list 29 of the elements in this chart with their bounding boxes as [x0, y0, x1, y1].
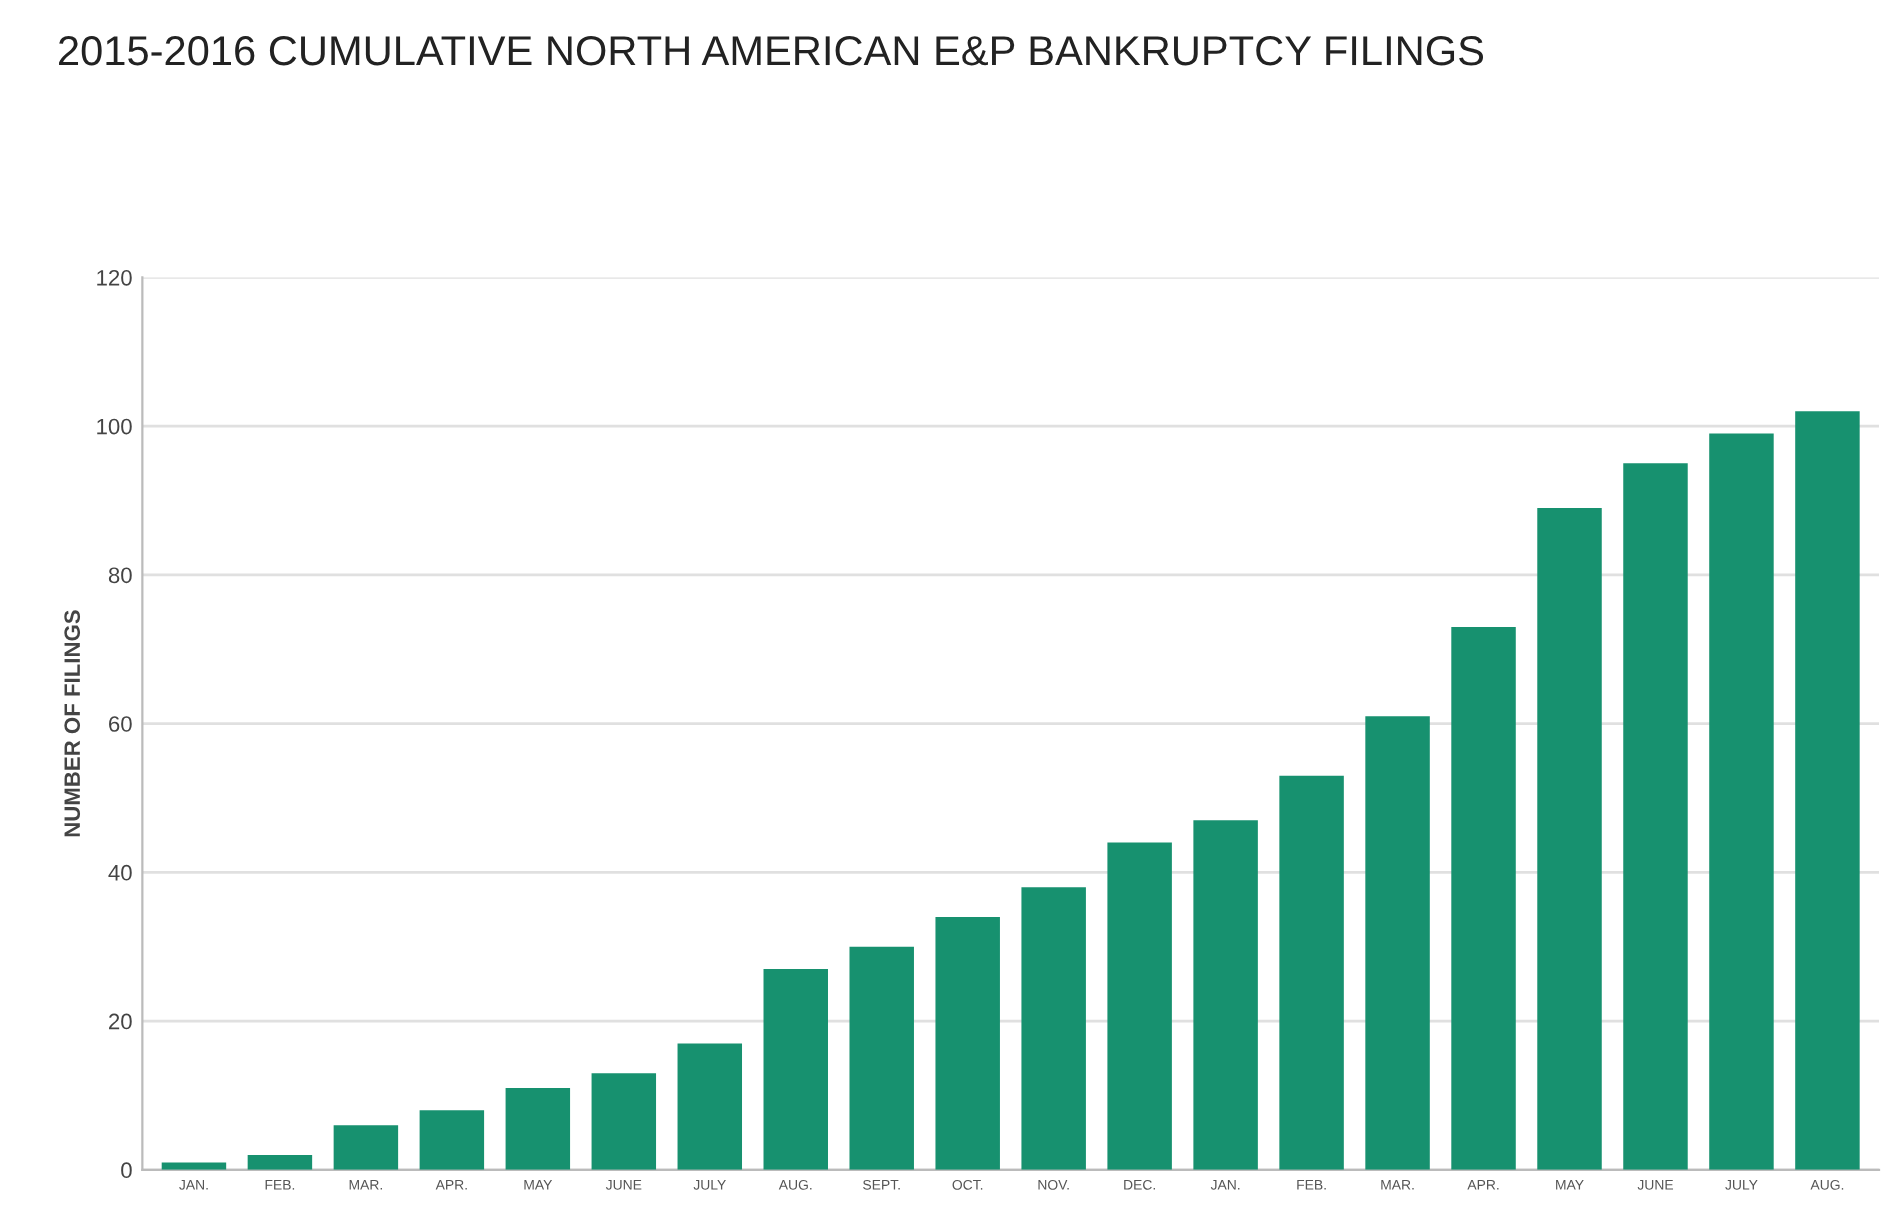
y-tick-label: 80	[108, 567, 132, 584]
bar	[505, 1088, 571, 1170]
y-tick-label: 40	[108, 864, 132, 881]
bar	[1107, 842, 1172, 1170]
y-tick-label: 20	[109, 1013, 132, 1030]
bar	[1623, 463, 1688, 1170]
bar	[1795, 411, 1860, 1170]
bar	[1365, 716, 1430, 1170]
bar	[935, 916, 1000, 1170]
bar	[591, 1073, 657, 1170]
bar	[763, 969, 828, 1170]
bar	[1451, 626, 1516, 1170]
y-tick-label: 0	[121, 1162, 132, 1179]
bar	[333, 1125, 399, 1170]
bar	[849, 946, 914, 1170]
y-tick-label: 60	[109, 716, 132, 732]
bar	[1279, 775, 1344, 1170]
bar	[1193, 820, 1258, 1170]
y-axis-title: NUMBER OF FILINGS	[64, 610, 81, 837]
bar	[1021, 887, 1086, 1170]
bar	[419, 1110, 485, 1170]
bar	[677, 1043, 743, 1170]
y-tick-label: 100	[97, 418, 132, 435]
bar	[161, 1162, 227, 1170]
bar	[1537, 507, 1602, 1170]
bar	[1709, 433, 1774, 1170]
y-tick-label: 120	[97, 269, 132, 286]
chart-title: 2015-2016 CUMULATIVE NORTH AMERICAN E&P BANKRUPTCY FILINGS	[59, 35, 1484, 66]
bar	[247, 1154, 313, 1170]
